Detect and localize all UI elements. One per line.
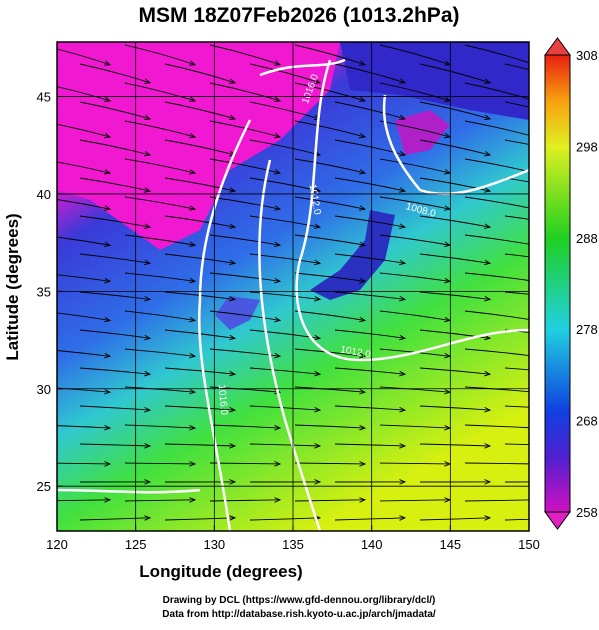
x-axis-label: Longitude (degrees) [139,562,302,581]
x-tick-label: 120 [46,537,68,552]
streamline-arrow [529,498,535,503]
streamline-arrow [529,389,535,394]
y-tick-label: 35 [37,284,51,299]
colorbar-min-arrow [545,512,570,529]
colorbar-tick-label: 278 [576,322,598,337]
colorbar-tick-label: 258 [576,505,598,520]
streamline-arrow [529,317,535,322]
streamline-arrow [529,169,535,174]
colorbar-tick-label: 298 [576,139,598,154]
y-axis-label: Latitude (degrees) [3,213,22,360]
x-tick-label: 150 [518,537,540,552]
credit: Data from http://database.rish.kyoto-u.a… [162,609,436,620]
y-tick-label: 25 [37,479,51,494]
colorbar [545,55,570,512]
streamline-arrow [529,61,535,65]
x-tick-label: 140 [361,537,383,552]
streamline-arrow [569,516,575,521]
streamline-arrow [529,133,535,138]
x-tick-label: 130 [203,537,225,552]
streamline-arrow [529,425,535,430]
streamline-arrow [529,462,535,467]
map-field [40,42,575,531]
colorbar-tick-label: 308 [576,48,598,63]
streamline-arrow [529,278,535,283]
colorbar-max-arrow [545,38,570,55]
y-tick-label: 40 [37,187,51,202]
x-tick-label: 145 [439,537,461,552]
streamline-arrow [529,97,535,101]
credit: Drawing by DCL (https://www.gfd-dennou.o… [163,595,436,606]
x-tick-label: 125 [125,537,147,552]
colorbar-tick-label: 288 [576,231,598,246]
title: MSM 18Z07Feb2026 (1013.2hPa) [139,4,460,27]
streamline-arrow [529,206,535,211]
y-tick-label: 30 [37,382,51,397]
x-tick-label: 135 [282,537,304,552]
colorbar-tick-label: 268 [576,414,598,429]
streamline-arrow [529,242,535,247]
streamline-arrow [529,353,535,358]
y-tick-label: 45 [37,90,51,105]
